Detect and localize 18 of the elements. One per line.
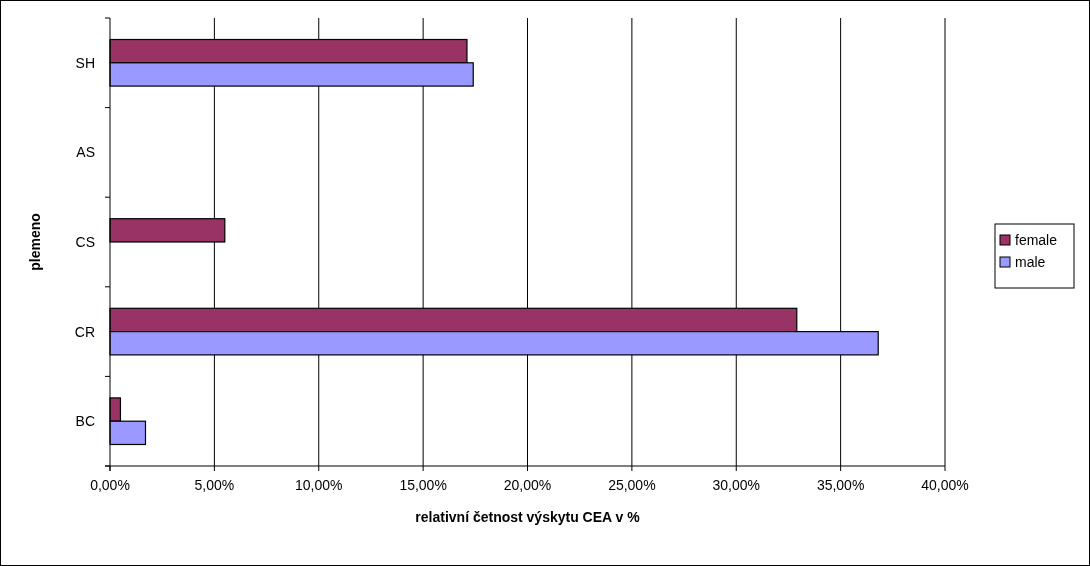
x-tick-label: 40,00%: [921, 477, 969, 493]
y-tick-label: SH: [75, 54, 95, 71]
x-tick-label: 20,00%: [503, 477, 552, 493]
y-tick-label: CS: [75, 234, 95, 250]
y-tick-label: CR: [74, 323, 95, 340]
x-tick-label: 5,00%: [194, 477, 235, 493]
y-axis-title: plemeno: [27, 213, 43, 271]
legend-label: male: [1015, 254, 1046, 270]
x-tick-label: 30,00%: [712, 477, 760, 493]
x-axis-title: relativní četnost výskytu CEA v %: [415, 509, 641, 525]
x-tick-label: 15,00%: [399, 477, 447, 493]
x-tick-label: 0,00%: [90, 477, 130, 493]
x-tick-label: 35,00%: [816, 477, 865, 493]
x-tick-label: 10,00%: [295, 477, 343, 493]
y-tick-label: AS: [76, 144, 95, 161]
x-tick-label: 25,00%: [608, 477, 656, 493]
y-tick-label: BC: [75, 413, 95, 430]
legend-label: female: [1015, 232, 1058, 248]
